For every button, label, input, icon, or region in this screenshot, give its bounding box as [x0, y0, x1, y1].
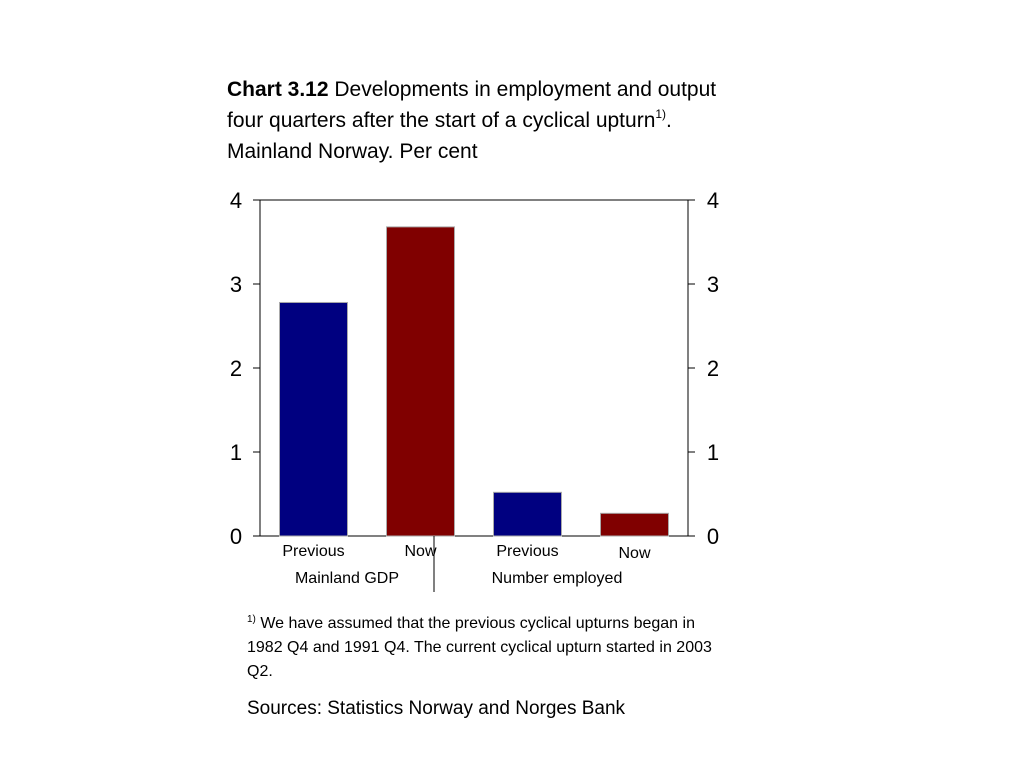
chart-title: Chart 3.12 Developments in employment an… — [227, 74, 747, 167]
y-tick-label-left: 1 — [230, 440, 242, 465]
bar — [279, 301, 348, 537]
bar — [493, 491, 562, 537]
sources-note: Sources: Statistics Norway and Norges Ba… — [247, 698, 626, 719]
y-tick-label-right: 4 — [707, 188, 719, 213]
title-line-3: Mainland Norway. Per cent — [227, 140, 478, 163]
bar-category-label: Previous — [282, 543, 344, 560]
title-line-2-end: . — [666, 109, 672, 132]
title-line-1: Developments in employment and output — [334, 78, 717, 101]
bar-category-label: Previous — [496, 543, 558, 560]
bar — [600, 512, 669, 537]
y-tick-label-right: 0 — [707, 524, 719, 549]
bar-category-label: Now — [404, 543, 436, 560]
title-line-2: four quarters after the start of a cycli… — [227, 109, 656, 132]
chart-number: Chart 3.12 — [227, 78, 329, 101]
footnote-marker: 1) — [247, 614, 256, 625]
title-footnote-marker: 1) — [655, 107, 667, 121]
group-label: Number employed — [492, 570, 623, 587]
bar-category-label: Now — [618, 545, 650, 562]
bar-chart: 0 0 1 1 2 2 3 3 4 4 Previous Now Previous Now Mainland… — [230, 188, 719, 592]
footnote-text: We have assumed that the previous cyclic… — [247, 615, 712, 680]
y-tick-label-left: 0 — [230, 524, 242, 549]
y-tick-label-left: 4 — [230, 188, 242, 213]
footnote: 1) We have assumed that the previous cyc… — [247, 612, 717, 684]
y-tick-label-left: 3 — [230, 272, 242, 297]
y-tick-label-right: 1 — [707, 440, 719, 465]
y-tick-label-right: 3 — [707, 272, 719, 297]
bar — [386, 226, 455, 537]
group-label: Mainland GDP — [295, 570, 399, 587]
y-tick-label-left: 2 — [230, 356, 242, 381]
y-tick-label-right: 2 — [707, 356, 719, 381]
